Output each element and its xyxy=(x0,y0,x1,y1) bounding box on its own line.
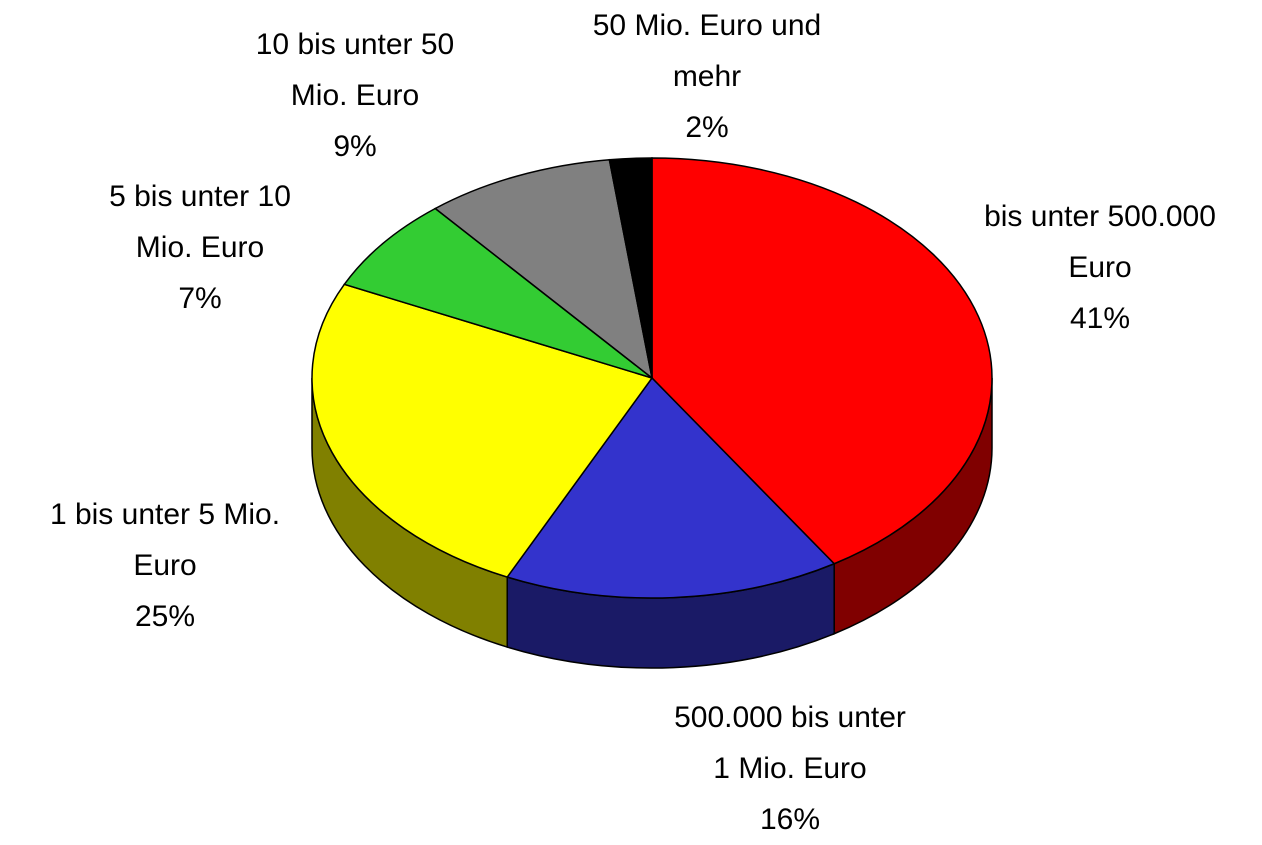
category-label: 50 Mio. Euro und mehr xyxy=(592,9,822,93)
value-label: 9% xyxy=(333,130,377,163)
category-label: 500.000 bis unter 1 Mio. Euro xyxy=(674,701,906,785)
category-label: 10 bis unter 50 Mio. Euro xyxy=(255,28,455,112)
category-label: bis unter 500.000 Euro xyxy=(984,200,1216,284)
value-label: 41% xyxy=(1069,302,1131,335)
pie-slice xyxy=(506,376,836,599)
slice-label: 50 Mio. Euro und mehr 2% xyxy=(575,0,840,153)
value-label: 7% xyxy=(178,282,222,315)
category-label: 5 bis unter 10 Mio. Euro xyxy=(109,180,291,264)
value-label: 25% xyxy=(134,600,196,633)
pie-slice xyxy=(608,157,653,379)
slice-label: 500.000 bis unter 1 Mio. Euro 16% xyxy=(668,692,913,845)
slice-label: 5 bis unter 10 Mio. Euro 7% xyxy=(95,171,305,324)
slice-label: bis unter 500.000 Euro 41% xyxy=(966,191,1234,344)
slice-label: 10 bis unter 50 Mio. Euro 9% xyxy=(243,19,468,172)
pie-slice xyxy=(343,207,653,379)
value-label: 16% xyxy=(759,803,821,836)
category-label: 1 bis unter 5 Mio. Euro xyxy=(49,498,281,582)
slice-label: 1 bis unter 5 Mio. Euro 25% xyxy=(33,489,298,642)
pie-slice xyxy=(651,157,993,565)
pie-slice xyxy=(433,158,654,380)
value-label: 2% xyxy=(685,111,729,144)
pie-slice xyxy=(311,283,654,578)
